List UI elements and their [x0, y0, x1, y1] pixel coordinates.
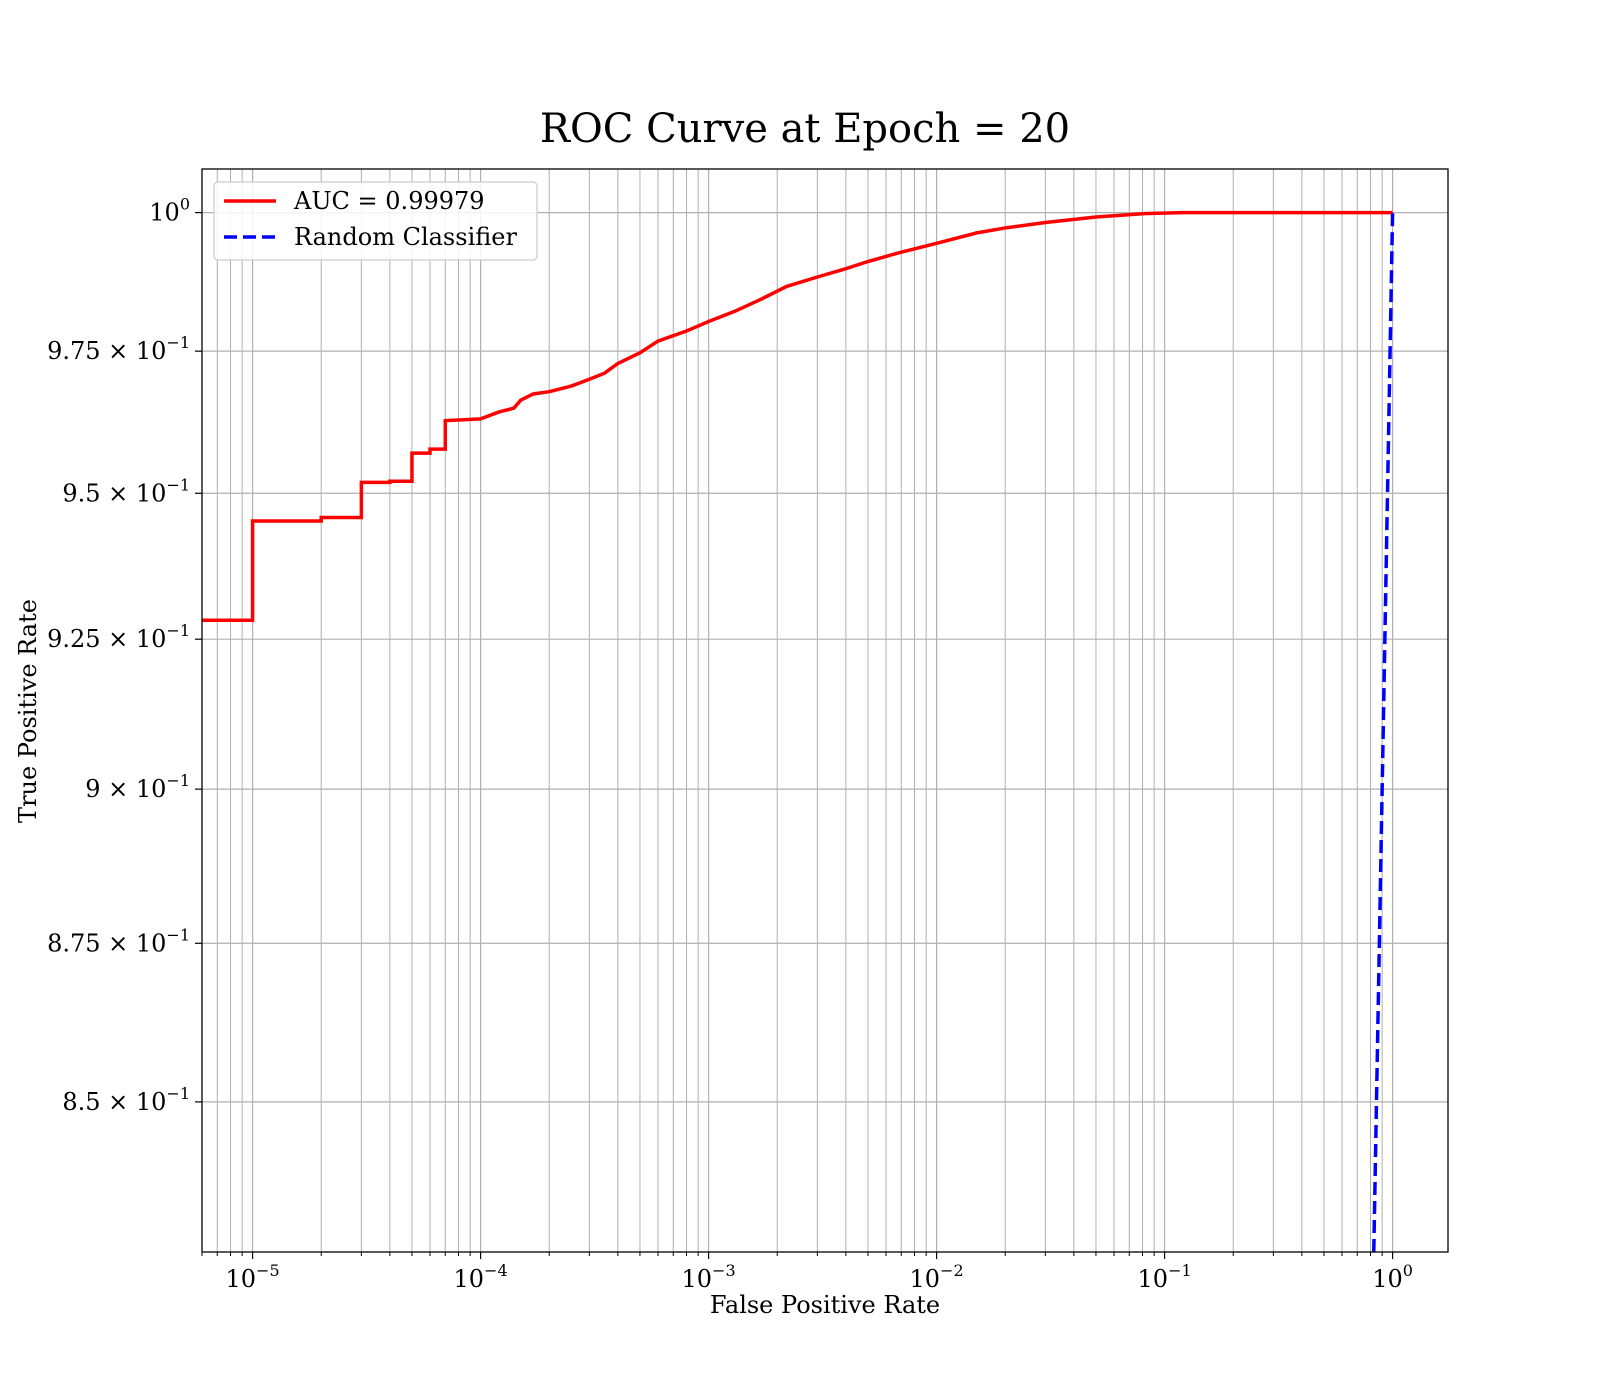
legend-box	[213, 181, 538, 261]
y-tick-label: 9.25 × 10−1	[47, 621, 190, 653]
y-tick-label: 8.5 × 10−1	[62, 1084, 190, 1116]
x-tick-label: 10−4	[454, 1261, 508, 1293]
y-tick-label: 100	[149, 195, 190, 227]
x-tick-label: 10−5	[226, 1261, 280, 1293]
y-axis-label: True Positive Rate	[14, 599, 42, 823]
legend-label-random: Random Classifier	[294, 223, 517, 251]
chart-title: ROC Curve at Epoch = 20	[540, 106, 1070, 152]
y-tick-label: 9.5 × 10−1	[62, 475, 190, 507]
random-classifier-series	[1372, 212, 1395, 1253]
x-tick-label: 10−2	[910, 1261, 964, 1293]
y-tick-label: 8.75 × 10−1	[47, 925, 190, 957]
axis-ticks: 10−5 10−4 10−3 10−2 10−1 100 100 9.75 × 10−1 9.5…	[47, 195, 1413, 1293]
grid	[201, 169, 1448, 1252]
x-tick-label: 100	[1372, 1261, 1413, 1293]
x-axis-label: False Positive Rate	[710, 1291, 940, 1319]
plot-frame	[201, 168, 1449, 1253]
plot-series	[202, 210, 1395, 1253]
y-tick-label: 9.75 × 10−1	[47, 333, 190, 365]
roc-curve-series	[202, 210, 1393, 623]
legend-label-auc: AUC = 0.99979	[293, 187, 485, 215]
legend: AUC = 0.99979 Random Classifier	[213, 181, 538, 261]
x-tick-label: 10−3	[682, 1261, 736, 1293]
x-tick-label: 10−1	[1138, 1261, 1192, 1293]
y-tick-label: 9 × 10−1	[85, 771, 190, 803]
